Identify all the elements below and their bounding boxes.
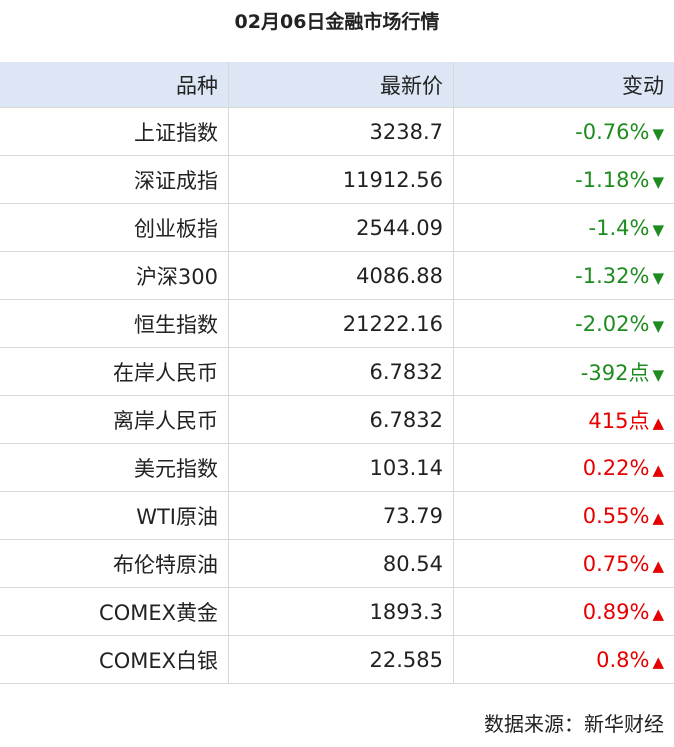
table-row: 美元指数 103.14 0.22% ▲ bbox=[0, 443, 674, 492]
price-cell: 6.7832 bbox=[228, 347, 454, 396]
trend-arrow: ▼ bbox=[652, 172, 664, 191]
name-cell: 创业板指 bbox=[0, 203, 229, 252]
table-row: 恒生指数 21222.16 -2.02% ▼ bbox=[0, 299, 674, 348]
trend-arrow: ▲ bbox=[652, 508, 664, 527]
name-cell: 离岸人民币 bbox=[0, 395, 229, 444]
price-cell: 73.79 bbox=[228, 491, 454, 540]
change-cell: 0.75% ▲ bbox=[453, 539, 674, 588]
name-cell: COMEX白银 bbox=[0, 635, 229, 684]
header-row: 品种 最新价 变动 bbox=[0, 62, 674, 108]
name-cell: 在岸人民币 bbox=[0, 347, 229, 396]
table-row: WTI原油 73.79 0.55% ▲ bbox=[0, 491, 674, 540]
change-value: -1.32% bbox=[575, 263, 650, 288]
name-cell: COMEX黄金 bbox=[0, 587, 229, 636]
change-value: -1.4% bbox=[588, 215, 650, 240]
table-row: 布伦特原油 80.54 0.75% ▲ bbox=[0, 539, 674, 588]
change-value: -2.02% bbox=[575, 311, 650, 336]
trend-arrow: ▲ bbox=[652, 556, 664, 575]
name-cell: 布伦特原油 bbox=[0, 539, 229, 588]
change-cell: -1.32% ▼ bbox=[453, 251, 674, 300]
column-header: 最新价 bbox=[228, 62, 454, 108]
change-cell: -1.18% ▼ bbox=[453, 155, 674, 204]
trend-arrow: ▼ bbox=[652, 365, 664, 384]
name-cell: WTI原油 bbox=[0, 491, 229, 540]
trend-arrow: ▼ bbox=[652, 124, 664, 143]
name-cell: 深证成指 bbox=[0, 155, 229, 204]
change-cell: 0.89% ▲ bbox=[453, 587, 674, 636]
column-header: 品种 bbox=[0, 62, 229, 108]
price-cell: 103.14 bbox=[228, 443, 454, 492]
change-cell: 0.8% ▲ bbox=[453, 635, 674, 684]
change-cell: -0.76% ▼ bbox=[453, 107, 674, 156]
change-cell: -392点 ▼ bbox=[453, 347, 674, 396]
table-row: COMEX白银 22.585 0.8% ▲ bbox=[0, 635, 674, 684]
table-body: 上证指数 3238.7 -0.76% ▼ 深证成指 11912.56 -1.18% ▼ 创业板指… bbox=[0, 107, 674, 684]
change-value: 0.22% bbox=[582, 455, 650, 480]
trend-arrow: ▲ bbox=[652, 604, 664, 623]
table-row: 沪深300 4086.88 -1.32% ▼ bbox=[0, 251, 674, 300]
table-row: COMEX黄金 1893.3 0.89% ▲ bbox=[0, 587, 674, 636]
price-cell: 21222.16 bbox=[228, 299, 454, 348]
table-row: 深证成指 11912.56 -1.18% ▼ bbox=[0, 155, 674, 204]
price-cell: 11912.56 bbox=[228, 155, 454, 204]
table-row: 上证指数 3238.7 -0.76% ▼ bbox=[0, 107, 674, 156]
change-value: 0.75% bbox=[582, 551, 650, 576]
title: 02月06日金融市场行情 bbox=[234, 11, 440, 33]
price-cell: 3238.7 bbox=[228, 107, 454, 156]
trend-arrow: ▲ bbox=[652, 460, 664, 479]
name-cell: 上证指数 bbox=[0, 107, 229, 156]
source: 数据来源：新华财经 bbox=[484, 712, 664, 736]
price-cell: 80.54 bbox=[228, 539, 454, 588]
trend-arrow: ▼ bbox=[652, 268, 664, 287]
price-cell: 22.585 bbox=[228, 635, 454, 684]
change-value: 415点 bbox=[588, 408, 650, 433]
price-cell: 4086.88 bbox=[228, 251, 454, 300]
change-cell: 0.55% ▲ bbox=[453, 491, 674, 540]
change-value: 0.8% bbox=[596, 647, 650, 672]
table-row: 离岸人民币 6.7832 415点 ▲ bbox=[0, 395, 674, 444]
change-cell: -1.4% ▼ bbox=[453, 203, 674, 252]
change-cell: -2.02% ▼ bbox=[453, 299, 674, 348]
trend-arrow: ▲ bbox=[652, 413, 664, 432]
name-cell: 美元指数 bbox=[0, 443, 229, 492]
price-cell: 1893.3 bbox=[228, 587, 454, 636]
name-cell: 恒生指数 bbox=[0, 299, 229, 348]
change-value: 0.55% bbox=[582, 503, 650, 528]
change-value: 0.89% bbox=[582, 599, 650, 624]
trend-arrow: ▼ bbox=[652, 316, 664, 335]
market-table: 品种 最新价 变动 上证指数 3238.7 -0.76% ▼ 深证成指 11912.56 -1.… bbox=[0, 62, 674, 684]
column-header: 变动 bbox=[453, 62, 674, 108]
price-cell: 2544.09 bbox=[228, 203, 454, 252]
change-value: -0.76% bbox=[575, 119, 650, 144]
change-value: -392点 bbox=[580, 360, 650, 385]
name-cell: 沪深300 bbox=[0, 251, 229, 300]
table-row: 在岸人民币 6.7832 -392点 ▼ bbox=[0, 347, 674, 396]
change-cell: 415点 ▲ bbox=[453, 395, 674, 444]
change-value: -1.18% bbox=[575, 167, 650, 192]
trend-arrow: ▲ bbox=[652, 652, 664, 671]
price-cell: 6.7832 bbox=[228, 395, 454, 444]
table-row: 创业板指 2544.09 -1.4% ▼ bbox=[0, 203, 674, 252]
change-cell: 0.22% ▲ bbox=[453, 443, 674, 492]
trend-arrow: ▼ bbox=[652, 220, 664, 239]
